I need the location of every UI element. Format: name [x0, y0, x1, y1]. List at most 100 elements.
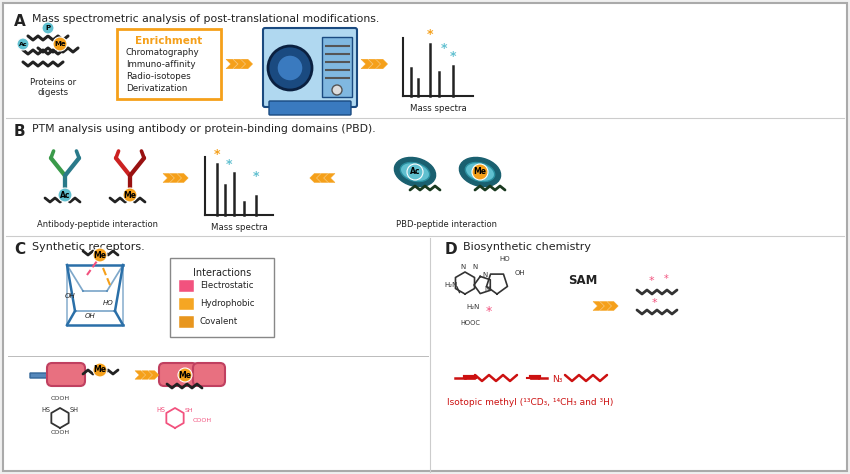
FancyBboxPatch shape: [193, 363, 225, 386]
Text: Enrichment: Enrichment: [135, 36, 202, 46]
Circle shape: [472, 164, 488, 180]
Text: Ac: Ac: [410, 167, 420, 176]
Circle shape: [332, 85, 342, 95]
Ellipse shape: [465, 163, 495, 182]
Circle shape: [42, 22, 54, 34]
Circle shape: [178, 368, 192, 382]
Text: Mass spectrometric analysis of post-translational modifications.: Mass spectrometric analysis of post-tran…: [32, 14, 379, 24]
Polygon shape: [170, 173, 181, 182]
FancyBboxPatch shape: [263, 28, 357, 107]
Polygon shape: [241, 59, 252, 69]
Text: *: *: [440, 42, 447, 55]
FancyBboxPatch shape: [47, 363, 85, 386]
Circle shape: [17, 38, 29, 50]
Text: Proteins or
digests: Proteins or digests: [30, 78, 76, 97]
Polygon shape: [608, 301, 618, 310]
Text: Ac: Ac: [60, 191, 71, 200]
Text: N: N: [473, 264, 478, 270]
Circle shape: [277, 55, 303, 81]
Text: PTM analysis using antibody or protein-binding domains (PBD).: PTM analysis using antibody or protein-b…: [32, 124, 376, 134]
Circle shape: [268, 46, 312, 90]
Text: *: *: [652, 298, 658, 308]
Circle shape: [58, 188, 72, 202]
Text: Antibody-peptide interaction: Antibody-peptide interaction: [37, 220, 158, 229]
Text: *: *: [427, 28, 433, 41]
FancyBboxPatch shape: [179, 316, 195, 328]
Text: *: *: [226, 158, 233, 172]
Text: Chromatography: Chromatography: [126, 48, 200, 57]
Text: N: N: [482, 272, 488, 278]
Text: Derivatization: Derivatization: [126, 84, 187, 93]
Polygon shape: [30, 366, 55, 382]
Text: SH: SH: [184, 408, 193, 413]
Text: COOH: COOH: [50, 396, 70, 401]
Polygon shape: [234, 59, 245, 69]
Text: N: N: [461, 264, 466, 270]
Text: Me: Me: [94, 250, 106, 259]
Text: COOH: COOH: [50, 430, 70, 435]
Text: D: D: [445, 242, 457, 257]
Polygon shape: [163, 173, 173, 182]
Text: *: *: [214, 148, 220, 161]
Text: Radio-isotopes: Radio-isotopes: [126, 72, 190, 81]
Text: HO: HO: [500, 256, 510, 262]
Text: *: *: [649, 276, 654, 286]
FancyBboxPatch shape: [159, 363, 197, 386]
Ellipse shape: [394, 157, 435, 187]
Text: *: *: [486, 305, 492, 318]
Text: HO: HO: [103, 300, 114, 306]
Polygon shape: [135, 371, 145, 379]
Text: SH: SH: [70, 407, 78, 413]
Text: N₃: N₃: [552, 375, 563, 384]
Text: *: *: [450, 50, 456, 63]
Polygon shape: [226, 59, 237, 69]
Text: Me: Me: [178, 371, 191, 380]
Polygon shape: [324, 173, 335, 182]
Text: P: P: [45, 25, 50, 31]
Text: Interactions: Interactions: [193, 268, 251, 278]
Text: Me: Me: [54, 41, 65, 47]
Text: OH: OH: [515, 270, 525, 276]
Text: Mass spectra: Mass spectra: [211, 223, 268, 232]
Circle shape: [93, 248, 107, 262]
Text: COOH: COOH: [193, 418, 212, 423]
Text: Me: Me: [473, 167, 486, 176]
Text: Mass spectra: Mass spectra: [410, 104, 467, 113]
Text: HS: HS: [156, 407, 166, 413]
Text: B: B: [14, 124, 26, 139]
Polygon shape: [361, 59, 372, 69]
Polygon shape: [142, 371, 152, 379]
FancyBboxPatch shape: [179, 298, 195, 310]
Text: SAM: SAM: [569, 273, 598, 286]
Polygon shape: [377, 59, 388, 69]
Text: Electrostatic: Electrostatic: [200, 282, 253, 291]
Text: PBD-peptide interaction: PBD-peptide interaction: [396, 220, 497, 229]
Text: HS: HS: [42, 407, 50, 413]
Polygon shape: [369, 59, 380, 69]
Ellipse shape: [459, 157, 501, 187]
Text: N: N: [484, 286, 490, 292]
Text: HOOC: HOOC: [460, 320, 480, 326]
Polygon shape: [317, 173, 328, 182]
Text: Ac: Ac: [19, 42, 27, 46]
Text: Immuno-affinity: Immuno-affinity: [126, 60, 196, 69]
Text: A: A: [14, 14, 26, 29]
FancyBboxPatch shape: [322, 37, 352, 97]
Text: *: *: [664, 274, 669, 284]
FancyBboxPatch shape: [3, 3, 847, 471]
FancyBboxPatch shape: [179, 280, 195, 292]
Text: H₂N: H₂N: [445, 282, 457, 288]
Text: OH: OH: [85, 313, 96, 319]
Circle shape: [407, 164, 423, 180]
Text: C: C: [14, 242, 26, 257]
Text: Biosynthetic chemistry: Biosynthetic chemistry: [463, 242, 591, 252]
Text: Synthetic receptors.: Synthetic receptors.: [32, 242, 144, 252]
Circle shape: [123, 188, 137, 202]
Polygon shape: [149, 371, 159, 379]
FancyBboxPatch shape: [269, 101, 351, 115]
Text: OH: OH: [65, 293, 76, 299]
FancyBboxPatch shape: [170, 258, 274, 337]
Polygon shape: [178, 173, 188, 182]
FancyBboxPatch shape: [117, 29, 221, 99]
Text: Isotopic methyl (¹³CD₃, ¹⁴CH₃ and ³H): Isotopic methyl (¹³CD₃, ¹⁴CH₃ and ³H): [447, 398, 613, 407]
